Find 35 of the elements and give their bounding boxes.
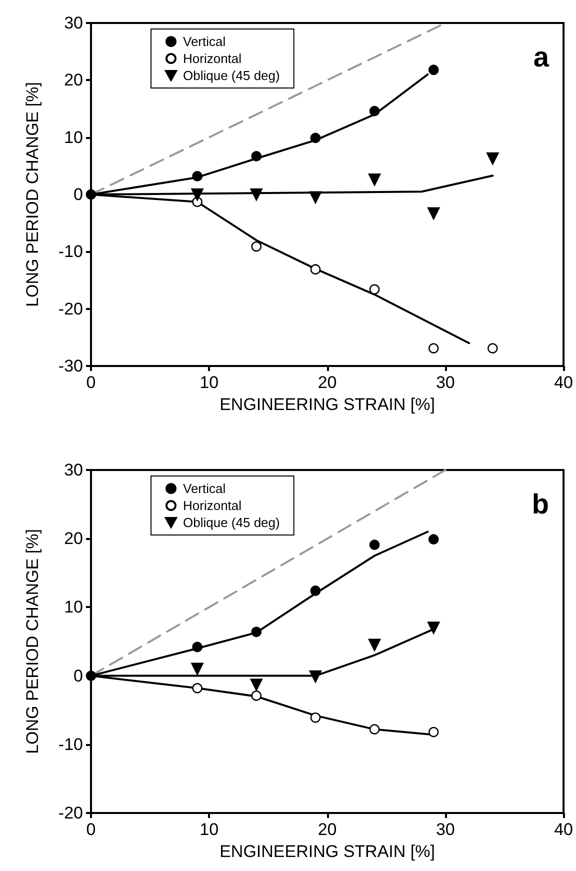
x-axis-title: ENGINEERING STRAIN [%] [220, 394, 435, 414]
x-tick-label: 0 [86, 373, 96, 392]
annotation: a [533, 42, 550, 72]
legend-label: Oblique (45 deg) [183, 515, 280, 530]
x-tick-label: 30 [436, 820, 455, 839]
y-tick-label: 10 [64, 598, 83, 617]
x-tick-label: 10 [200, 820, 219, 839]
y-tick-label: -10 [58, 734, 83, 754]
x-tick-label: 20 [318, 373, 337, 392]
y-tick-label: 30 [64, 460, 83, 480]
y-tick-label: -20 [58, 804, 83, 822]
legend-label: Vertical [183, 34, 226, 49]
y-tick-label: 10 [64, 128, 83, 147]
x-tick-label: 0 [86, 820, 96, 839]
y-axis-title: LONG PERIOD CHANGE [%] [23, 529, 42, 754]
y-axis-title: LONG PERIOD CHANGE [%] [23, 82, 42, 307]
y-tick-label: 30 [64, 14, 83, 32]
x-tick-label: 40 [554, 820, 574, 839]
x-tick-label: 20 [318, 820, 337, 839]
y-tick-label: -10 [58, 242, 83, 262]
y-tick-label: 0 [74, 185, 83, 204]
legend-label: Horizontal [183, 498, 242, 513]
legend-label: Horizontal [183, 51, 242, 66]
x-tick-label: 30 [436, 373, 455, 392]
y-tick-label: 20 [64, 529, 83, 548]
x-tick-label: 10 [200, 373, 219, 392]
y-tick-label: -20 [58, 299, 83, 318]
annotation: b [532, 488, 550, 520]
x-axis-title: ENGINEERING STRAIN [%] [220, 842, 435, 861]
y-tick-label: 20 [64, 70, 83, 90]
legend-label: Vertical [183, 481, 226, 496]
x-tick-label: 40 [554, 373, 574, 392]
y-tick-label: -30 [58, 356, 83, 376]
legend-label: Oblique (45 deg) [183, 68, 280, 83]
y-tick-label: 0 [74, 666, 83, 686]
